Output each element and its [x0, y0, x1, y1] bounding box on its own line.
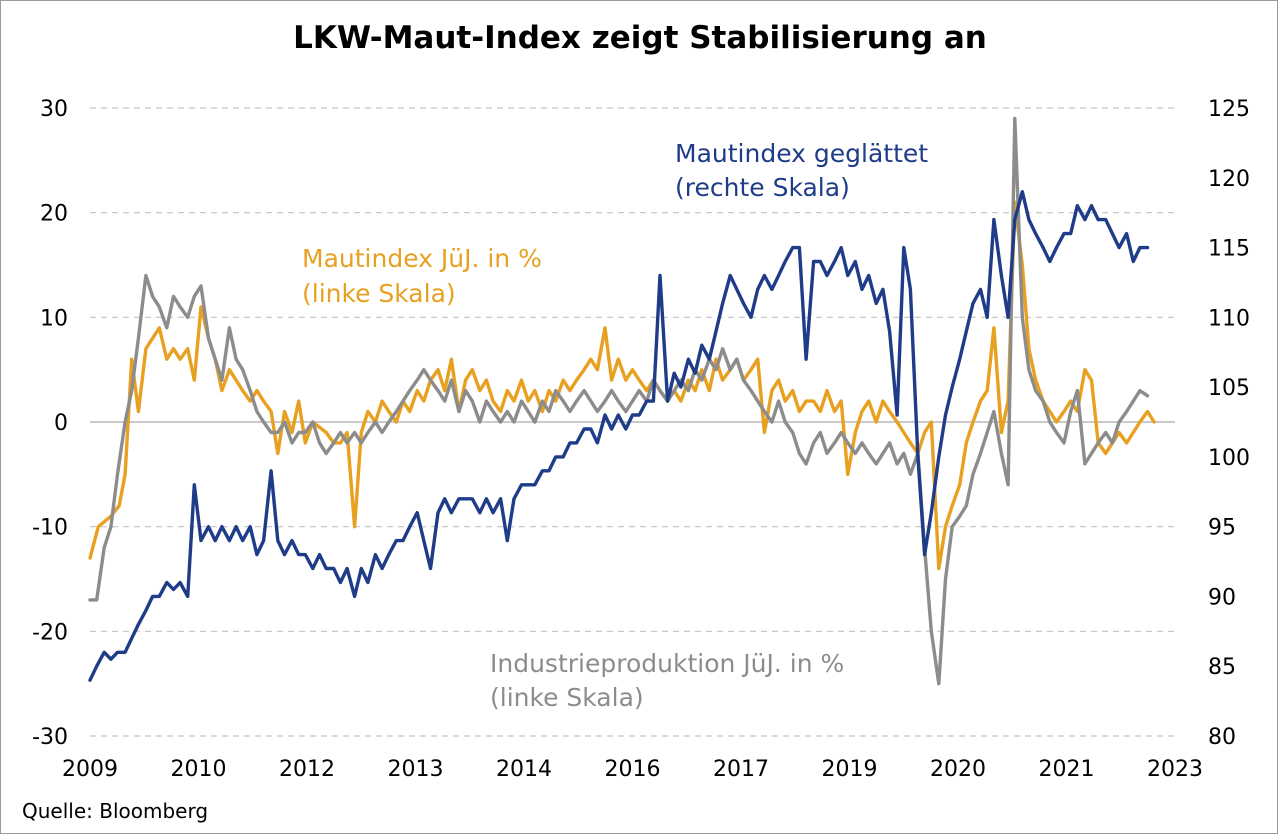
left-tick-label: 0 [54, 411, 68, 436]
right-tick-label: 100 [1208, 446, 1250, 471]
right-tick-label: 80 [1208, 725, 1236, 750]
right-tick-label: 115 [1208, 237, 1250, 262]
annotation-industry: Industrieproduktion JüJ. in % (linke Ska… [490, 649, 844, 712]
annotation-industry-line2: (linke Skala) [490, 683, 644, 712]
x-tick-label: 2012 [279, 757, 335, 782]
series-line-maut_yoy [88, 200, 1156, 571]
x-axis-ticks: 2009 2010 2012 2013 2014 2016 2017 2019 2020 2021… [62, 757, 1203, 782]
annotation-maut-yoy: Mautindex JüJ. in % (linke Skala) [302, 244, 542, 308]
x-tick-label: 2020 [930, 757, 986, 782]
x-tick-label: 2017 [713, 757, 769, 782]
left-tick-label: 10 [40, 306, 68, 331]
right-tick-label: 105 [1208, 376, 1250, 401]
chart-title: LKW-Maut-Index zeigt Stabilisierung an [293, 20, 987, 56]
right-tick-label: 85 [1208, 655, 1236, 680]
x-tick-label: 2016 [605, 757, 661, 782]
right-tick-label: 110 [1208, 306, 1250, 331]
left-axis-ticks: 30 20 10 0 -10 -20 -30 [32, 97, 68, 750]
right-tick-label: 125 [1208, 97, 1250, 122]
left-tick-label: -20 [32, 620, 68, 645]
series-line-maut_smooth [88, 190, 1150, 682]
right-tick-label: 95 [1208, 516, 1236, 541]
left-tick-label: 20 [40, 202, 68, 227]
source-note: Quelle: Bloomberg [22, 799, 208, 823]
x-tick-label: 2010 [171, 757, 227, 782]
left-tick-label: 30 [40, 97, 68, 122]
annotation-industry-line1: Industrieproduktion JüJ. in % [490, 649, 844, 678]
x-tick-label: 2023 [1147, 757, 1203, 782]
left-tick-label: -30 [32, 725, 68, 750]
annotation-maut-smooth-line2: (rechte Skala) [675, 173, 850, 202]
right-axis-ticks: 125 120 115 110 105 100 95 90 85 80 [1208, 97, 1250, 750]
x-tick-label: 2013 [388, 757, 444, 782]
left-tick-label: -10 [32, 516, 68, 541]
series-lines [88, 116, 1156, 686]
x-tick-label: 2021 [1039, 757, 1095, 782]
right-tick-label: 90 [1208, 585, 1236, 610]
annotation-maut-smooth-line1: Mautindex geglättet [675, 139, 928, 168]
annotation-maut-yoy-line2: (linke Skala) [302, 279, 456, 308]
x-tick-label: 2009 [62, 757, 118, 782]
x-tick-label: 2014 [496, 757, 552, 782]
series-line-industry [88, 116, 1150, 686]
annotation-maut-smooth: Mautindex geglättet (rechte Skala) [675, 139, 928, 202]
x-tick-label: 2019 [822, 757, 878, 782]
right-tick-label: 120 [1208, 167, 1250, 192]
annotation-maut-yoy-line1: Mautindex JüJ. in % [302, 244, 542, 273]
